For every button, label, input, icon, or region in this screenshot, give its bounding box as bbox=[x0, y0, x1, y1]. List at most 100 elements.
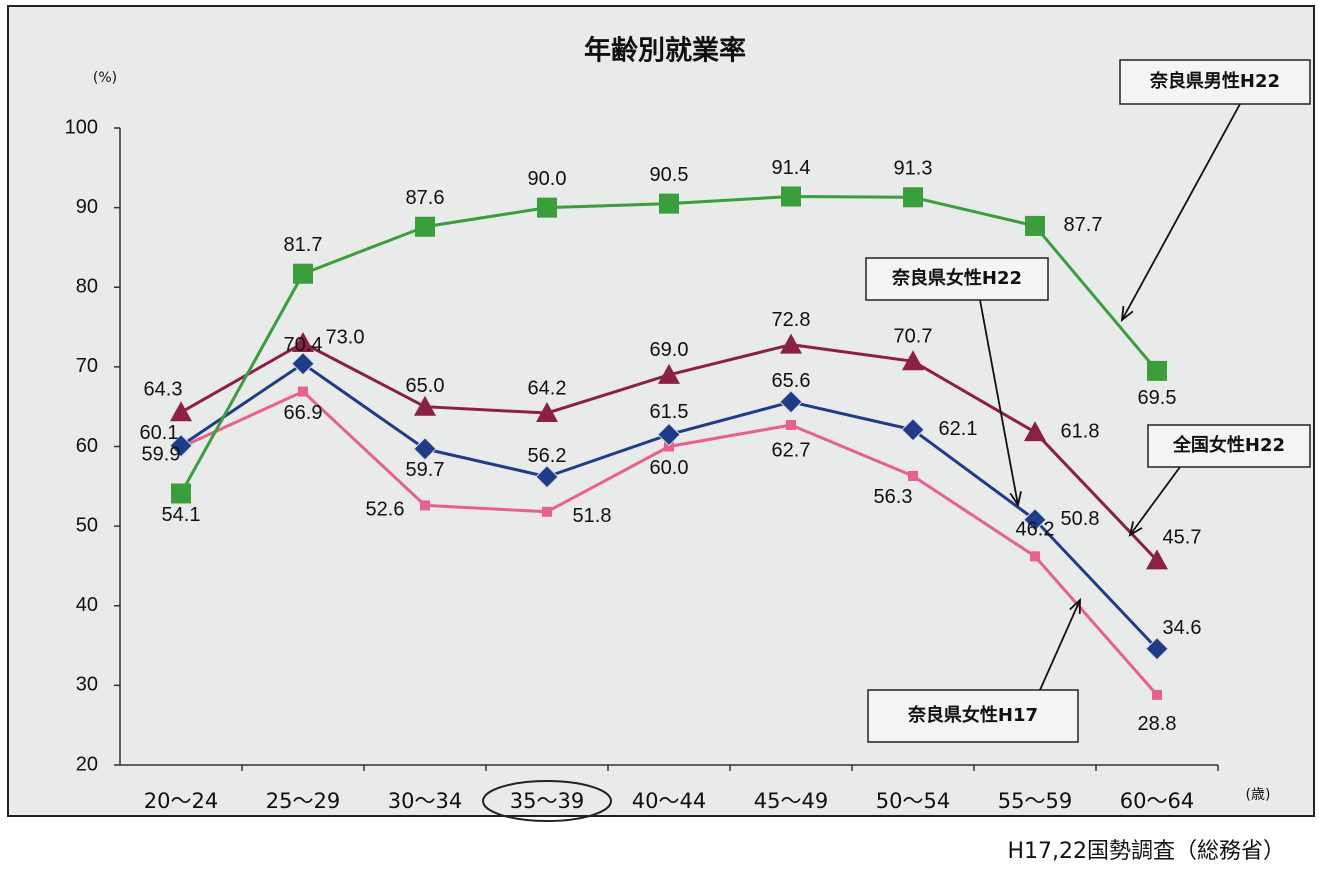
legend-label: 全国女性H22 bbox=[1172, 434, 1285, 456]
marker bbox=[1024, 421, 1046, 442]
data-label: 72.8 bbox=[772, 309, 811, 331]
marker bbox=[413, 437, 437, 461]
data-label: 56.3 bbox=[874, 486, 913, 508]
marker bbox=[542, 506, 552, 517]
callout-box bbox=[865, 257, 1049, 301]
marker bbox=[781, 186, 801, 207]
data-label: 46.2 bbox=[1016, 519, 1055, 541]
data-label: 59.9 bbox=[142, 444, 181, 466]
data-label: 90.5 bbox=[650, 164, 689, 186]
x-tick-label: 60〜64 bbox=[1120, 789, 1194, 813]
callout-arrowhead bbox=[1128, 521, 1143, 537]
callout-arrowhead bbox=[1120, 305, 1134, 323]
marker bbox=[414, 395, 436, 416]
marker bbox=[537, 197, 557, 218]
marker bbox=[779, 390, 803, 414]
y-tick-label: 100 bbox=[65, 116, 98, 138]
data-label: 60.0 bbox=[650, 457, 689, 479]
data-label: 62.1 bbox=[939, 418, 978, 440]
data-label: 69.5 bbox=[1138, 387, 1177, 409]
data-label: 91.3 bbox=[894, 158, 933, 180]
y-axis-unit: (%) bbox=[93, 70, 117, 86]
data-label: 56.2 bbox=[528, 445, 567, 467]
data-label: 65.0 bbox=[406, 375, 445, 397]
callout-arrow bbox=[1129, 466, 1181, 536]
marker bbox=[415, 216, 435, 237]
callout-arrow bbox=[1121, 103, 1241, 321]
callout-box bbox=[867, 689, 1079, 743]
marker bbox=[901, 418, 925, 442]
x-tick-label: 45〜49 bbox=[754, 789, 828, 813]
marker bbox=[780, 333, 802, 354]
x-tick-label: 35〜39 bbox=[510, 789, 584, 813]
legend-label: 奈良県女性H17 bbox=[907, 704, 1038, 726]
marker bbox=[908, 470, 918, 481]
marker bbox=[1023, 508, 1047, 532]
x-tick-label: 50〜54 bbox=[876, 789, 950, 813]
data-label: 61.8 bbox=[1061, 420, 1100, 442]
y-tick-label: 30 bbox=[76, 674, 98, 696]
data-label: 81.7 bbox=[284, 234, 323, 256]
marker bbox=[535, 465, 559, 489]
callout-arrowhead bbox=[1009, 491, 1022, 508]
legend-label: 奈良県男性H22 bbox=[1149, 70, 1280, 92]
marker bbox=[1152, 689, 1162, 700]
data-label: 45.7 bbox=[1163, 527, 1202, 549]
data-label: 70.7 bbox=[894, 326, 933, 348]
marker bbox=[169, 433, 193, 458]
y-tick-label: 90 bbox=[76, 196, 98, 218]
legend-label: 奈良県女性H22 bbox=[891, 267, 1022, 289]
x-tick-label: 20〜24 bbox=[144, 789, 218, 813]
marker bbox=[420, 500, 430, 511]
chart-title: 年齢別就業率 bbox=[584, 35, 746, 67]
marker bbox=[1145, 637, 1169, 661]
data-label: 66.9 bbox=[284, 402, 323, 424]
x-tick-label: 25〜29 bbox=[266, 789, 340, 813]
data-label: 87.7 bbox=[1064, 214, 1103, 236]
data-label: 61.5 bbox=[650, 401, 689, 423]
callout-arrowhead bbox=[1069, 597, 1081, 615]
data-label: 28.8 bbox=[1138, 713, 1177, 735]
callout-arrow bbox=[1039, 599, 1081, 691]
data-label: 34.6 bbox=[1163, 617, 1202, 639]
marker bbox=[1025, 215, 1045, 236]
x-tick-label: 30〜34 bbox=[388, 789, 462, 813]
y-tick-label: 80 bbox=[76, 276, 98, 298]
x-tick-label: 40〜44 bbox=[632, 789, 706, 813]
marker bbox=[291, 351, 315, 376]
marker bbox=[1147, 360, 1167, 381]
marker bbox=[664, 441, 674, 452]
y-tick-label: 60 bbox=[76, 435, 98, 457]
data-label: 60.1 bbox=[140, 422, 179, 444]
marker bbox=[298, 386, 308, 397]
y-tick-label: 70 bbox=[76, 355, 98, 377]
marker bbox=[902, 350, 924, 371]
data-label: 50.8 bbox=[1061, 508, 1100, 530]
y-tick-label: 50 bbox=[76, 514, 98, 536]
data-label: 73.0 bbox=[326, 326, 365, 348]
data-label: 87.6 bbox=[406, 187, 445, 209]
data-label: 51.8 bbox=[573, 505, 612, 527]
data-label: 91.4 bbox=[772, 157, 811, 179]
marker bbox=[1146, 549, 1168, 570]
data-label: 64.2 bbox=[528, 377, 567, 399]
callout-arrow bbox=[979, 299, 1019, 506]
data-label: 54.1 bbox=[162, 504, 201, 526]
data-label: 90.0 bbox=[528, 168, 567, 190]
marker bbox=[658, 363, 680, 384]
data-label: 64.3 bbox=[144, 379, 183, 401]
callout-box bbox=[1119, 59, 1311, 105]
marker bbox=[903, 187, 923, 208]
data-label: 69.0 bbox=[650, 339, 689, 361]
y-tick-label: 40 bbox=[76, 594, 98, 616]
marker bbox=[657, 422, 681, 447]
callout-box bbox=[1147, 424, 1311, 468]
marker bbox=[170, 401, 192, 422]
data-label: 52.6 bbox=[366, 499, 405, 521]
data-label: 65.6 bbox=[772, 370, 811, 392]
data-label: 70.4 bbox=[284, 334, 323, 356]
marker bbox=[293, 263, 313, 284]
source-note: H17,22国勢調査（総務省） bbox=[1007, 839, 1285, 864]
y-tick-label: 20 bbox=[76, 753, 98, 775]
